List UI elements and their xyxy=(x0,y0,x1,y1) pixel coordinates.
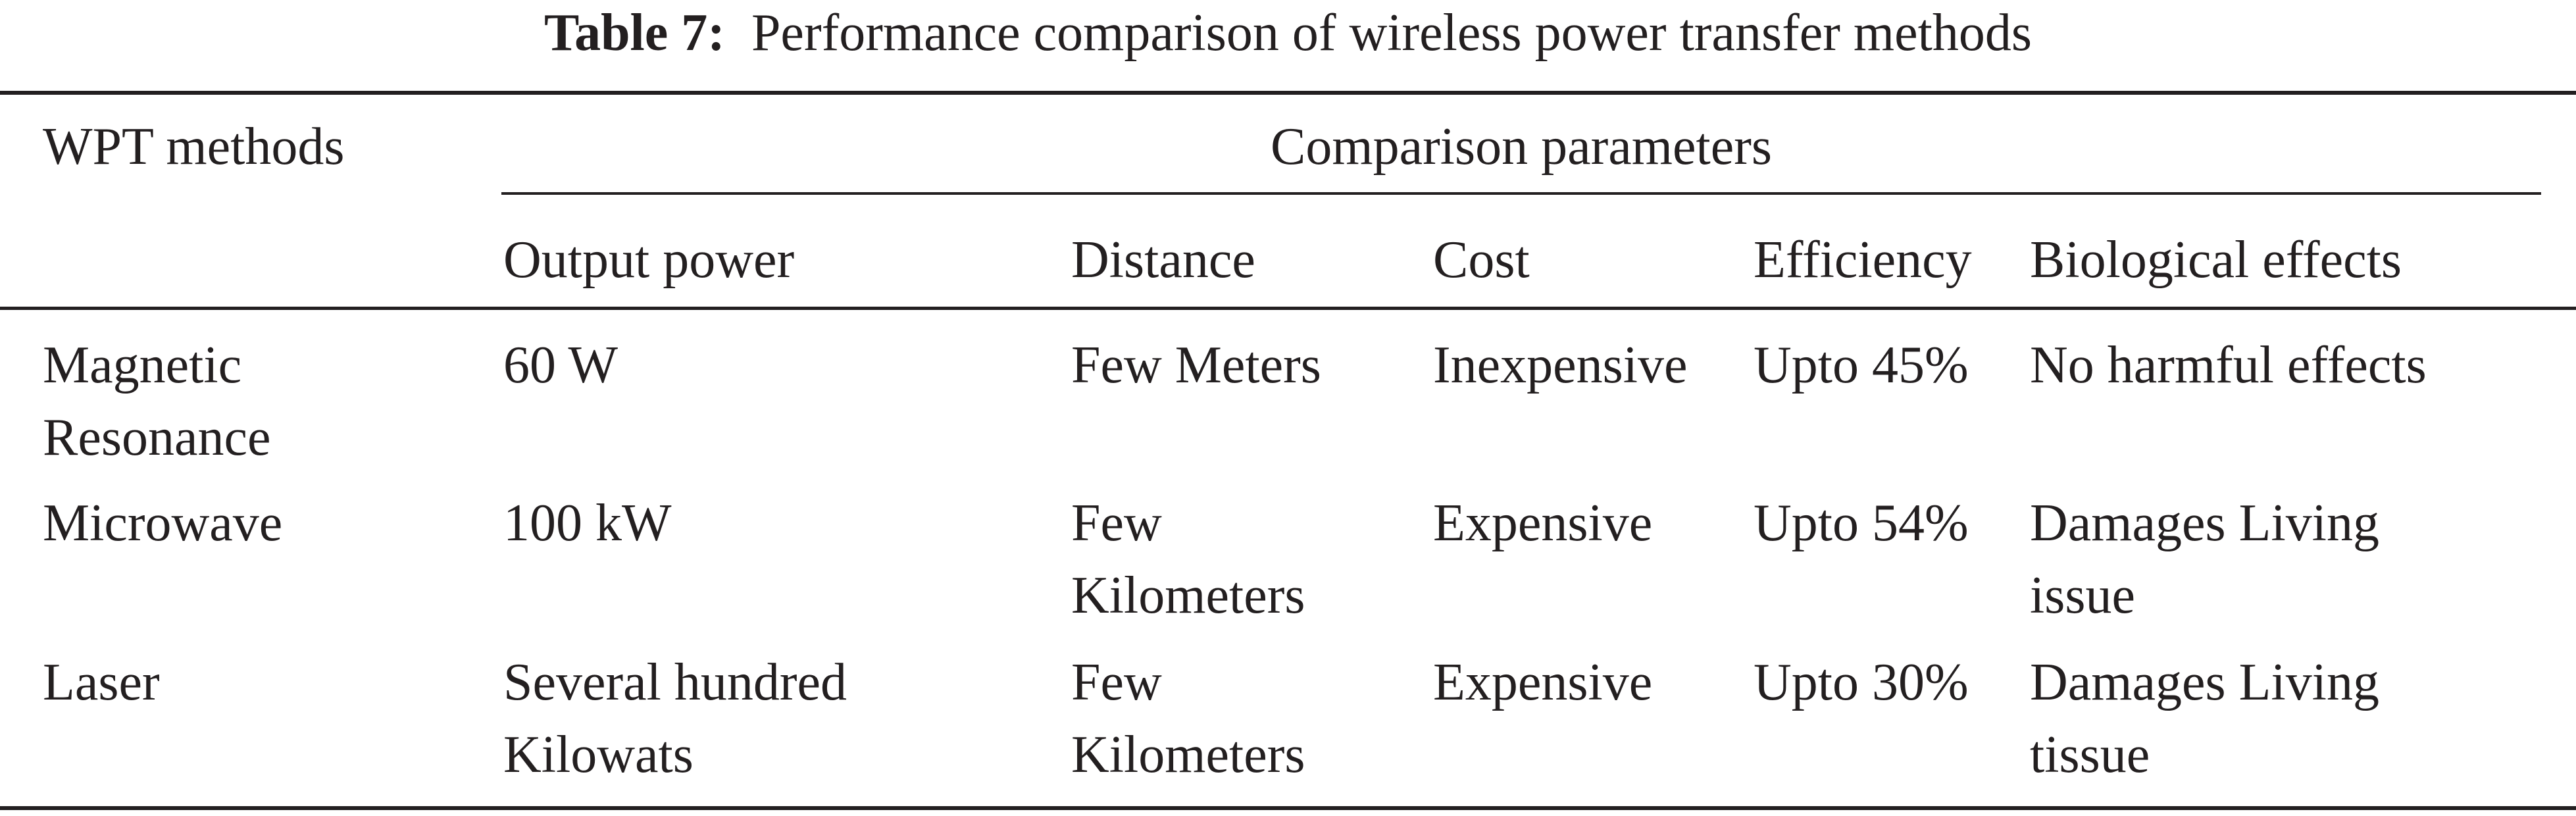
table-title: Performance comparison of wireless power… xyxy=(751,4,2032,62)
distance-line: Few xyxy=(1071,494,1162,552)
distance-line: Kilometers xyxy=(1071,726,1305,784)
biological-effects-line: Damages Living xyxy=(2030,653,2379,711)
header-biological-effects: Biological effects xyxy=(2030,231,2402,289)
table-row-2-efficiency: Upto 54% xyxy=(1754,494,1969,552)
biological-effects-line: tissue xyxy=(2030,726,2150,784)
table-row-2-method: Microwave xyxy=(43,487,282,559)
biological-effects-line: Damages Living xyxy=(2030,494,2379,552)
header-output-power: Output power xyxy=(503,231,795,289)
table-row-3-output-power: Several hundred Kilowats xyxy=(503,646,847,791)
biological-effects-line: issue xyxy=(2030,567,2135,625)
table-row-3-distance: Few Kilometers xyxy=(1071,646,1305,791)
output-power-line: 60 W xyxy=(503,336,619,394)
top-rule xyxy=(0,91,2576,95)
table-row-3-cost: Expensive xyxy=(1433,653,1653,711)
table-row-1-efficiency: Upto 45% xyxy=(1754,336,1969,394)
bottom-rule xyxy=(0,806,2576,810)
table-row-1-method: Magnetic Resonance xyxy=(43,329,271,474)
table-caption: Table 7: Performance comparison of wirel… xyxy=(0,0,2576,72)
header-rule xyxy=(0,307,2576,310)
table-row-2-distance: Few Kilometers xyxy=(1071,487,1305,632)
distance-line: Kilometers xyxy=(1071,567,1305,625)
table-row-3-efficiency: Upto 30% xyxy=(1754,653,1969,711)
table-row-1-output-power: 60 W xyxy=(503,329,618,401)
biological-effects-line: No harmful effects xyxy=(2030,336,2427,394)
table-number: Table 7: xyxy=(544,4,725,62)
method-line: Laser xyxy=(43,653,160,711)
output-power-line: 100 kW xyxy=(503,494,672,552)
distance-line: Few xyxy=(1071,653,1162,711)
header-wpt-methods: WPT methods xyxy=(43,118,345,176)
table-row-3-method: Laser xyxy=(43,646,160,719)
header-distance: Distance xyxy=(1071,231,1255,289)
distance-line: Few Meters xyxy=(1071,336,1321,394)
table-row-1-distance: Few Meters xyxy=(1071,329,1321,401)
header-cost: Cost xyxy=(1433,231,1530,289)
table-row-2-cost: Expensive xyxy=(1433,494,1653,552)
header-efficiency: Efficiency xyxy=(1754,231,1972,289)
method-line: Magnetic xyxy=(43,336,242,394)
output-power-line: Kilowats xyxy=(503,726,694,784)
table-row-2-output-power: 100 kW xyxy=(503,487,672,559)
group-rule xyxy=(501,192,2541,195)
output-power-line: Several hundred xyxy=(503,653,847,711)
header-comparison-parameters: Comparison parameters xyxy=(1271,118,1772,176)
table-row-2-biological-effects: Damages Living issue xyxy=(2030,487,2379,632)
table-row-3-biological-effects: Damages Living tissue xyxy=(2030,646,2379,791)
method-line: Microwave xyxy=(43,494,283,552)
table-row-1-cost: Inexpensive xyxy=(1433,336,1688,394)
method-line: Resonance xyxy=(43,409,271,467)
table-row-1-biological-effects: No harmful effects xyxy=(2030,329,2427,401)
